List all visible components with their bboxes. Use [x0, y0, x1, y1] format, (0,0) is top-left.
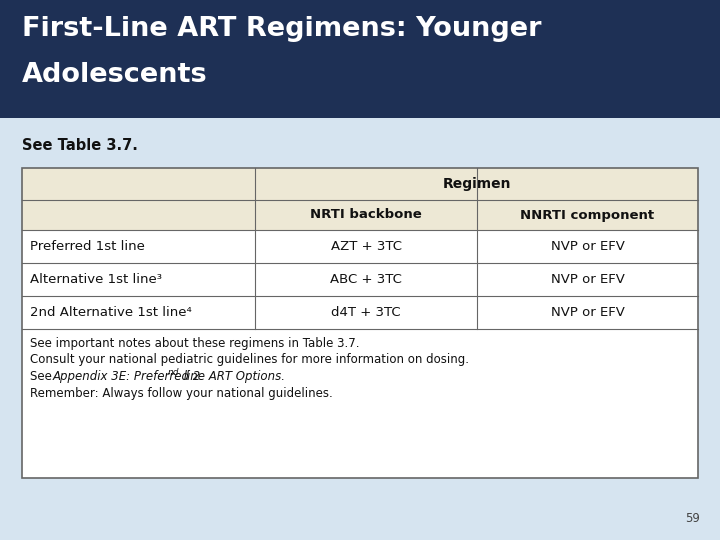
Text: Consult your national pediatric guidelines for more information on dosing.: Consult your national pediatric guidelin…	[30, 354, 469, 367]
Bar	[255, 263, 477, 296]
Bar	[22, 168, 255, 200]
Bar	[0, 0, 720, 118]
Text: line ART Options.: line ART Options.	[180, 370, 285, 383]
Text: NVP or EFV: NVP or EFV	[551, 240, 624, 253]
Bar	[255, 230, 477, 263]
Bar	[477, 263, 698, 296]
Text: NNRTI component: NNRTI component	[521, 208, 654, 221]
Bar	[255, 296, 477, 329]
Text: NVP or EFV: NVP or EFV	[551, 273, 624, 286]
Text: 2nd Alternative 1st line⁴: 2nd Alternative 1st line⁴	[30, 306, 192, 319]
Text: NRTI backbone: NRTI backbone	[310, 208, 422, 221]
Bar	[477, 230, 698, 263]
Text: AZT + 3TC: AZT + 3TC	[330, 240, 402, 253]
Text: Adolescents: Adolescents	[22, 62, 207, 88]
Text: See important notes about these regimens in Table 3.7.: See important notes about these regimens…	[30, 337, 359, 350]
Text: Preferred 1st line: Preferred 1st line	[30, 240, 145, 253]
Text: d4T + 3TC: d4T + 3TC	[331, 306, 401, 319]
Bar	[255, 200, 477, 230]
Bar	[22, 329, 698, 478]
Text: 59: 59	[685, 512, 700, 525]
Text: NVP or EFV: NVP or EFV	[551, 306, 624, 319]
Text: nd: nd	[168, 368, 179, 377]
Bar	[255, 168, 698, 200]
Text: Remember: Always follow your national guidelines.: Remember: Always follow your national gu…	[30, 387, 333, 400]
Bar	[22, 230, 255, 263]
Text: Appendix 3E: Preferred 2: Appendix 3E: Preferred 2	[53, 370, 202, 383]
Bar	[22, 200, 255, 230]
Text: See: See	[30, 370, 55, 383]
Text: See Table 3.7.: See Table 3.7.	[22, 138, 138, 153]
Bar	[22, 296, 255, 329]
Text: Regimen: Regimen	[442, 177, 511, 191]
Bar	[22, 263, 255, 296]
Text: Alternative 1st line³: Alternative 1st line³	[30, 273, 162, 286]
Text: ABC + 3TC: ABC + 3TC	[330, 273, 402, 286]
Bar	[477, 200, 698, 230]
Bar	[477, 296, 698, 329]
Bar	[22, 168, 698, 478]
Text: First-Line ART Regimens: Younger: First-Line ART Regimens: Younger	[22, 16, 541, 42]
